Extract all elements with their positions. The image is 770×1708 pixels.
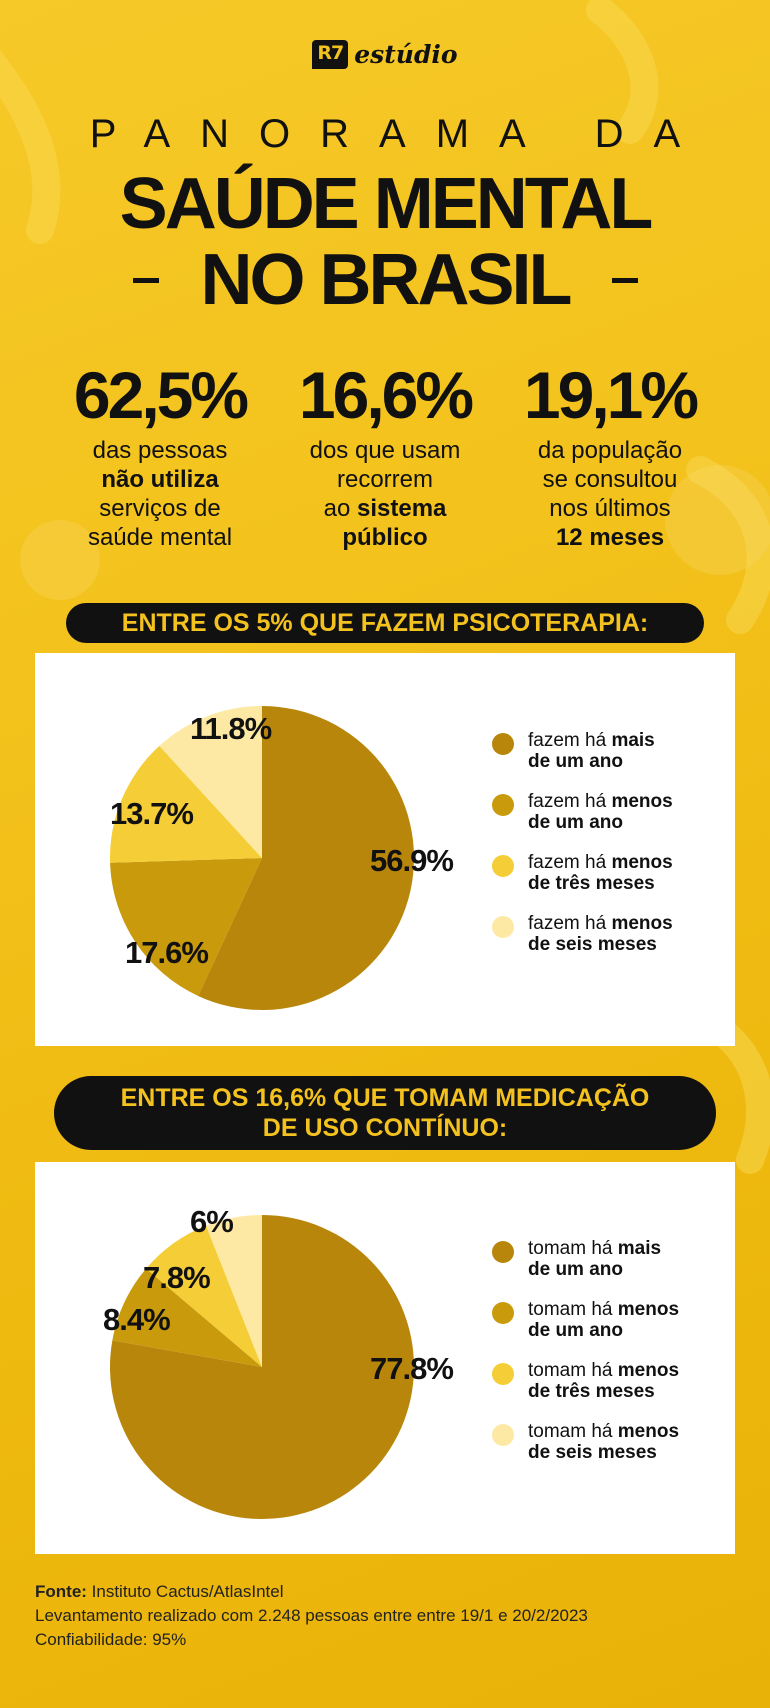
legend-swatch	[492, 1363, 514, 1385]
legend-label: tomam há menos de seis meses	[528, 1421, 680, 1463]
stat-value: 16,6%	[298, 358, 474, 432]
stat-text: recorrem	[336, 466, 433, 493]
legend-label: fazem há menos de três meses	[528, 852, 673, 894]
pie-value-label: 17.6%	[125, 935, 208, 970]
pie-chart-psychotherapy: 56.9% 17.6% 13.7% 11.8%	[110, 706, 454, 1010]
legend-item: fazem há mais de um ano	[492, 730, 722, 791]
pie-value-label: 13.7%	[110, 796, 193, 831]
legend-item: tomam há menos de três meses	[492, 1360, 722, 1421]
stat-value: 62,5%	[73, 358, 249, 432]
chart-panel-medication: 77.8% 8.4% 7.8% 6% tomam há mais de um ano to…	[35, 1162, 735, 1554]
stats-row: 62,5% das pessoas não utiliza serviços d…	[55, 362, 715, 552]
legend-swatch	[492, 794, 514, 816]
legend-swatch	[492, 1302, 514, 1324]
legend-label: tomam há menos de três meses	[528, 1360, 680, 1402]
chart-panel-psychotherapy: 56.9% 17.6% 13.7% 11.8% fazem há mais de um …	[35, 653, 735, 1046]
pie-value-label: 8.4%	[103, 1302, 170, 1337]
pie-slice	[206, 1215, 262, 1367]
title-line-1: PANORAMA DA	[89, 112, 711, 156]
stat-consulted: 19,1% da população se consultou nos últi…	[505, 362, 715, 552]
stat-text: 12 meses	[555, 524, 665, 551]
legend-item: tomam há menos de seis meses	[492, 1421, 722, 1482]
stat-text: nos últimos	[549, 495, 671, 522]
pie-value-label: 77.8%	[370, 1351, 453, 1386]
pie-slice	[198, 706, 414, 1010]
stat-text: se consultou	[542, 466, 678, 493]
pie-slice	[112, 1268, 262, 1367]
title-dash-left	[132, 277, 159, 283]
legend-item: fazem há menos de seis meses	[492, 913, 722, 974]
title-dash-right	[611, 277, 638, 283]
stat-public-system: 16,6% dos que usam recorrem ao sistema p…	[280, 362, 490, 552]
footer-source: Fonte: Instituto Cactus/AtlasIntel	[35, 1580, 588, 1604]
stat-text: da população	[537, 437, 683, 464]
stat-text: público	[342, 524, 428, 551]
pie-slice	[110, 745, 262, 863]
legend-label: fazem há mais de um ano	[528, 730, 655, 772]
footer-source-label: Fonte:	[35, 1582, 87, 1601]
section-heading-psychotherapy: ENTRE OS 5% QUE FAZEM PSICOTERAPIA:	[66, 603, 704, 643]
pie-value-label: 7.8%	[143, 1260, 210, 1295]
title-line-3-row: NO BRASIL	[0, 244, 770, 316]
pie-value-label: 6%	[190, 1204, 233, 1239]
legend-item: tomam há mais de um ano	[492, 1238, 722, 1299]
legend-swatch	[492, 733, 514, 755]
chart-legend: fazem há mais de um ano fazem há menos de u…	[492, 730, 722, 974]
brand-logo: R7 estúdio	[0, 40, 770, 69]
legend-label: fazem há menos de seis meses	[528, 913, 673, 955]
stat-non-users: 62,5% das pessoas não utiliza serviços d…	[55, 362, 265, 552]
stat-text: ao	[323, 495, 357, 522]
title-line-3: NO BRASIL	[200, 240, 573, 320]
section-heading-medication: ENTRE OS 16,6% QUE TOMAM MEDICAÇÃO DE US…	[54, 1076, 716, 1150]
section-heading-text: ENTRE OS 16,6% QUE TOMAM MEDICAÇÃO	[120, 1084, 650, 1112]
section-heading-text: DE USO CONTÍNUO:	[262, 1114, 508, 1142]
legend-item: tomam há menos de um ano	[492, 1299, 722, 1360]
pie-value-label: 56.9%	[370, 843, 453, 878]
legend-swatch	[492, 916, 514, 938]
stat-text: saúde mental	[87, 524, 233, 551]
stat-text-mixed: ao sistema	[280, 494, 490, 523]
pie-slice	[146, 1225, 262, 1367]
stat-text: das pessoas	[92, 437, 228, 464]
footer-reliability: Confiabilidade: 95%	[35, 1630, 187, 1649]
logo-text: estúdio	[354, 40, 458, 69]
chart-legend: tomam há mais de um ano tomam há menos de u…	[492, 1238, 722, 1482]
stat-value: 19,1%	[523, 358, 699, 432]
pie-chart-medication: 77.8% 8.4% 7.8% 6%	[103, 1204, 454, 1519]
footer-source-text: Instituto Cactus/AtlasIntel	[86, 1582, 284, 1601]
stat-text: dos que usam	[309, 437, 461, 464]
legend-label: tomam há menos de um ano	[528, 1299, 680, 1341]
footer: Fonte: Instituto Cactus/AtlasIntel Levan…	[35, 1580, 588, 1652]
legend-swatch	[492, 855, 514, 877]
pie-slice	[110, 858, 262, 996]
legend-item: fazem há menos de um ano	[492, 791, 722, 852]
pie-value-label: 11.8%	[190, 711, 272, 746]
legend-swatch	[492, 1241, 514, 1263]
logo-badge: R7	[312, 40, 349, 69]
section-heading-text: ENTRE OS 5% QUE FAZEM PSICOTERAPIA:	[121, 609, 649, 637]
legend-label: fazem há menos de um ano	[528, 791, 673, 833]
footer-survey: Levantamento realizado com 2.248 pessoas…	[35, 1606, 588, 1625]
title-line-2: SAÚDE MENTAL	[119, 164, 654, 244]
legend-swatch	[492, 1424, 514, 1446]
stat-text: não utiliza	[101, 466, 219, 493]
legend-item: fazem há menos de três meses	[492, 852, 722, 913]
legend-label: tomam há mais de um ano	[528, 1238, 662, 1280]
pie-slice	[159, 706, 262, 858]
stat-text-bold: sistema	[356, 495, 447, 522]
stat-text: serviços de	[99, 495, 221, 522]
